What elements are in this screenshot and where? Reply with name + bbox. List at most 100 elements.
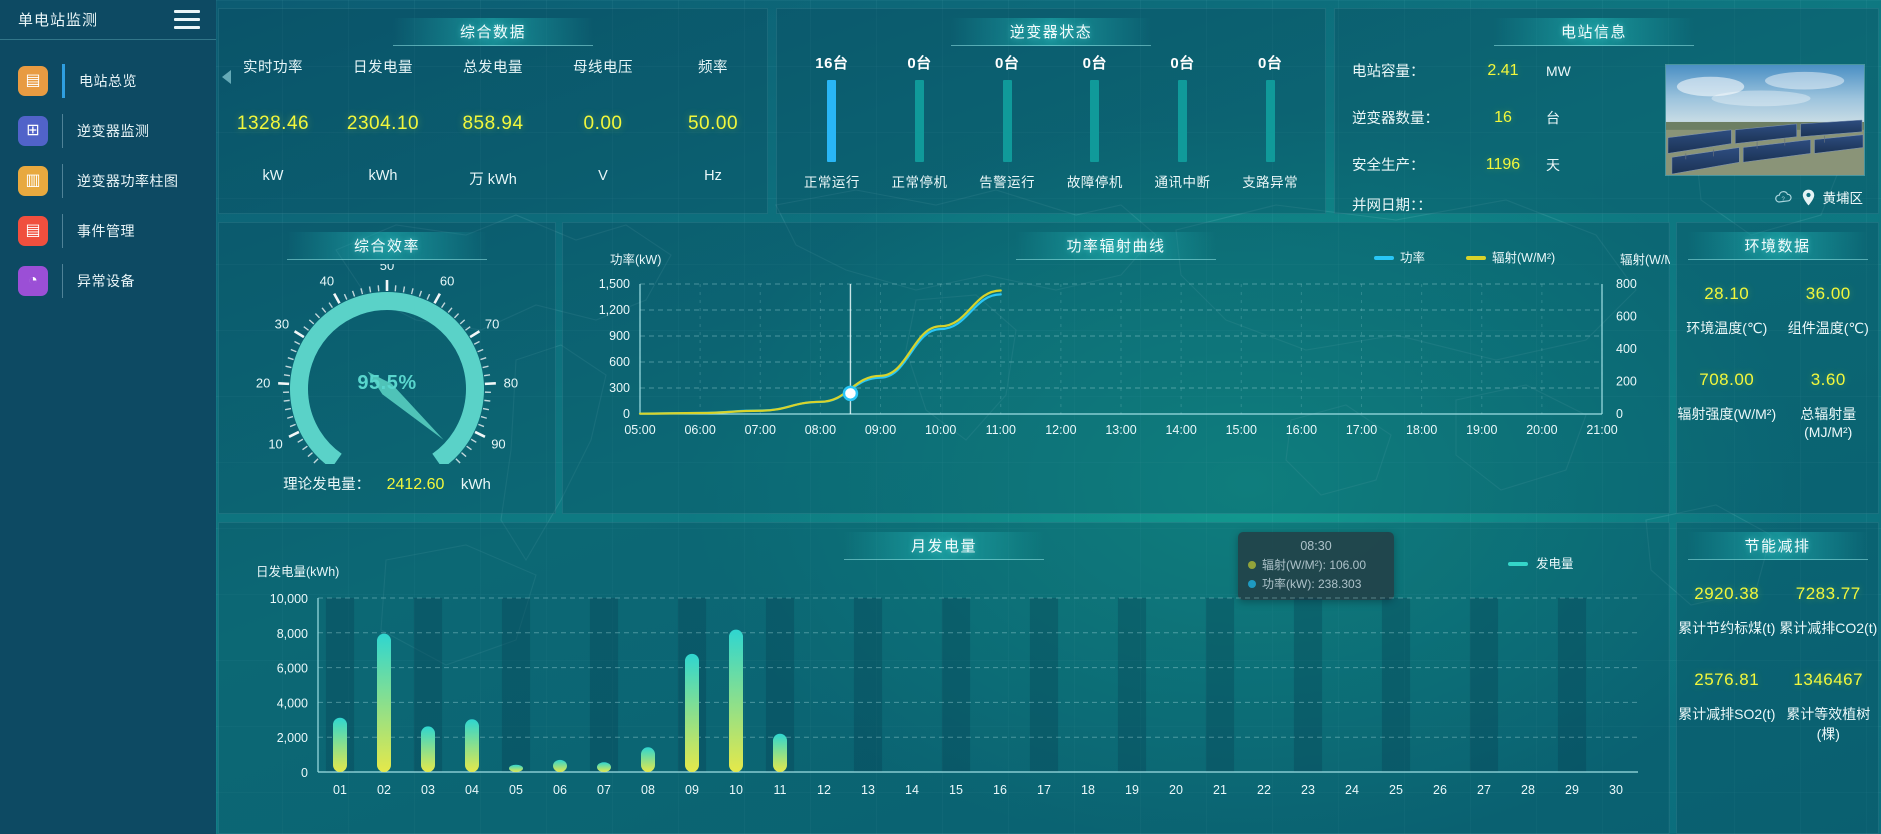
svg-text:29: 29 [1565, 783, 1579, 797]
inverter-status-item-5[interactable]: 0台 通讯中断 [1139, 52, 1227, 191]
cell-label: 环境温度(℃) [1686, 320, 1768, 336]
svg-text:辐射(W/M²): 辐射(W/M²) [1620, 252, 1670, 267]
inverter-status-item-1[interactable]: 16台 正常运行 [788, 52, 876, 191]
inverter-status-title: 逆变器状态 [1009, 24, 1093, 41]
station-overview-icon: ▤ [18, 66, 48, 96]
cell-value: 2576.81 [1694, 670, 1760, 689]
inverter-status-label: 告警运行 [979, 175, 1036, 190]
sidebar-item-4[interactable]: ▤ 事件管理 [0, 206, 216, 256]
metric-1: 实时功率 1328.46 kW [218, 56, 328, 189]
inverter-status-panel: 逆变器状态 16台 正常运行 0台 正常停机 0台 告警运行 0台 故障停机 0台 通讯中断 0台支… [776, 8, 1326, 214]
svg-text:12:00: 12:00 [1045, 423, 1076, 437]
svg-text:14: 14 [905, 783, 919, 797]
metric-unit: V [598, 168, 608, 184]
metric-5: 频率 50.00 Hz [658, 56, 768, 189]
svg-text:70: 70 [485, 316, 499, 331]
sidebar-item-1[interactable]: ▤ 电站总览 [0, 56, 216, 106]
station-info-label: 并网日期：： [1352, 198, 1432, 214]
svg-text:01: 01 [333, 783, 347, 797]
svg-text:10: 10 [268, 436, 282, 451]
tooltip-row-1: 辐射(W/M²): 106.00 [1248, 556, 1384, 573]
inverter-count: 0台 [995, 55, 1020, 72]
svg-text:功率(kW): 功率(kW) [610, 252, 661, 267]
map-pin-icon [1802, 189, 1814, 205]
svg-text:25: 25 [1389, 783, 1403, 797]
svg-text:日发电量(kWh): 日发电量(kWh) [256, 564, 339, 579]
svg-text:13:00: 13:00 [1105, 423, 1136, 437]
svg-text:15:00: 15:00 [1226, 423, 1257, 437]
svg-text:19:00: 19:00 [1466, 423, 1497, 437]
svg-text:08: 08 [641, 783, 655, 797]
inverter-status-item-3[interactable]: 0台告警运行 [963, 52, 1051, 191]
theory-unit: kWh [460, 476, 491, 493]
nav-divider [62, 114, 63, 148]
svg-text:28: 28 [1521, 783, 1535, 797]
metric-label: 日发电量 [353, 60, 413, 76]
svg-text:20:00: 20:00 [1526, 423, 1557, 437]
metric-3: 总发电量 858.94 万 kWh [438, 56, 548, 189]
efficiency-title-bar: 综合效率 [287, 232, 487, 260]
svg-text:09: 09 [685, 783, 699, 797]
sidebar-item-5[interactable]: ◔ 异常设备 [0, 256, 216, 306]
sidebar-item-2[interactable]: ⊞ 逆变器监测 [0, 106, 216, 156]
inverter-bar [915, 80, 924, 162]
svg-text:0: 0 [301, 766, 308, 780]
svg-text:12: 12 [817, 783, 831, 797]
svg-text:17: 17 [1037, 783, 1051, 797]
svg-text:1,200: 1,200 [599, 303, 630, 317]
metric-value: 2304.10 [346, 113, 420, 134]
svg-text:6,000: 6,000 [277, 662, 308, 676]
environment-title-bar: 环境数据 [1687, 232, 1868, 260]
environment-cells: 28.10 环境温度(℃) 36.00 组件温度(℃) 708.00 辐射强度(W/M²)… [1676, 284, 1879, 440]
tooltip-series-label: 辐射(W/M²): 106.00 [1262, 558, 1367, 572]
gauge-graphic: 0102030405060708090100 [256, 264, 518, 464]
monthly-generation-chart[interactable]: 日发电量(kWh) 0 2,000 4,000 6,000 8,000 10,000 01 02… [218, 522, 1670, 834]
svg-text:21: 21 [1213, 783, 1227, 797]
cell-value: 2920.38 [1694, 584, 1760, 603]
inverter-status-item-6[interactable]: 0台 支路异常 [1226, 52, 1314, 191]
svg-text:30: 30 [1609, 783, 1623, 797]
svg-text:600: 600 [609, 355, 630, 369]
prev-station-arrow[interactable] [222, 70, 231, 84]
svg-text:30: 30 [275, 316, 289, 331]
inverter-status-item-4[interactable]: 0台 故障停机 [1051, 52, 1139, 191]
metric-unit: Hz [704, 168, 722, 184]
svg-text:800: 800 [1616, 277, 1637, 291]
tooltip-series-label: 功率(kW): 238.303 [1262, 577, 1362, 591]
svg-text:50: 50 [380, 264, 394, 273]
svg-text:14:00: 14:00 [1165, 423, 1196, 437]
svg-text:10:00: 10:00 [925, 423, 956, 437]
inverter-status-item-2[interactable]: 0台 正常停机 [876, 52, 964, 191]
svg-text:200: 200 [1616, 375, 1637, 389]
svg-text:02: 02 [377, 783, 391, 797]
inverter-count: 16台 [815, 55, 849, 72]
environment-title: 环境数据 [1744, 238, 1811, 255]
inverter-power-bar-icon: ▥ [18, 166, 48, 196]
station-info-label: 安全生产： [1352, 158, 1425, 174]
station-photo [1665, 64, 1865, 176]
inverter-status-label: 正常停机 [891, 175, 948, 190]
cell-value: 28.10 [1704, 284, 1750, 303]
svg-text:10: 10 [729, 783, 743, 797]
svg-text:08:00: 08:00 [805, 423, 836, 437]
theory-value: 2412.60 [386, 476, 445, 493]
tooltip-series-dot [1248, 579, 1256, 588]
sidebar-item-label: 异常设备 [77, 273, 135, 289]
svg-text:13: 13 [861, 783, 875, 797]
svg-text:0: 0 [1616, 407, 1623, 421]
svg-text:04: 04 [465, 783, 479, 797]
cell-value: 1346467 [1793, 670, 1864, 689]
location-label: 黄埔区 [1822, 191, 1864, 206]
station-info-value: 16 [1494, 108, 1512, 126]
hamburger-icon[interactable] [174, 10, 200, 29]
station-info-unit: 台 [1546, 109, 1560, 126]
power-irradiance-chart[interactable]: 功率(kW) 辐射(W/M²) 0 300 600 900 1,200 1,500 0 200 40… [562, 222, 1683, 514]
svg-text:06: 06 [553, 783, 567, 797]
svg-text:18:00: 18:00 [1406, 423, 1437, 437]
efficiency-title: 综合效率 [353, 238, 420, 255]
svg-text:40: 40 [320, 274, 334, 289]
svg-text:16:00: 16:00 [1286, 423, 1317, 437]
sidebar-item-3[interactable]: ▥ 逆变器功率柱图 [0, 156, 216, 206]
cell-label: 累计减排SO2(t) [1678, 706, 1776, 722]
environment-cell-1: 28.10 环境温度(℃) [1676, 284, 1778, 338]
